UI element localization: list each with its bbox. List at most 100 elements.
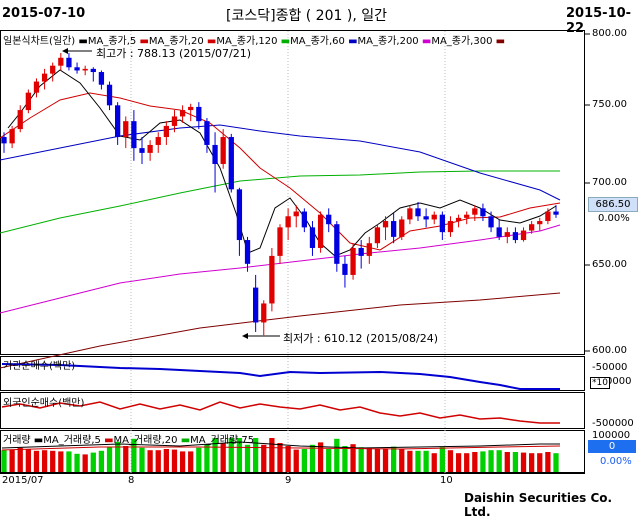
candle-body (358, 247, 364, 256)
volume-bar (488, 450, 494, 472)
ma-60-line (0, 170, 560, 234)
volume-bar (358, 447, 364, 472)
volume-bar (123, 446, 129, 472)
volume-bar (155, 450, 161, 472)
volume-value-tag: 0 (588, 440, 636, 453)
candle-body (163, 125, 169, 138)
scale-badge: *10 (590, 377, 610, 389)
legend-marker-extra: ▬ (495, 36, 506, 47)
institution-tick: -50000 (592, 362, 628, 373)
volume-bar (220, 443, 226, 472)
volume-bar (529, 453, 535, 472)
volume-bar (366, 447, 372, 472)
volume-bar (269, 438, 275, 472)
candle-body (204, 121, 210, 145)
legend-vol75: MA_거래량,75 (190, 435, 255, 446)
volume-bar (228, 438, 234, 472)
legend-ma5: MA_종가,5 (87, 36, 137, 47)
legend-marker-ma120: ▬ (206, 36, 217, 47)
volume-bar (464, 453, 470, 472)
price-change-pct: 0.00% (598, 213, 630, 224)
candle-body (212, 144, 218, 164)
candle-body (326, 214, 332, 225)
volume-bar (407, 450, 413, 472)
start-date: 2015-07-10 (2, 6, 86, 21)
volume-bar (504, 452, 510, 472)
volume-bar (66, 451, 72, 472)
volume-bar (236, 438, 243, 472)
legend-marker-ma200: ▬ (348, 36, 358, 47)
high-annotation-text: 최고가 : 788.13 (2015/07/21) (96, 47, 252, 60)
y-tick-label: 750.00 (592, 99, 627, 110)
volume-bar (9, 449, 15, 472)
candle-body (74, 67, 80, 71)
low-annotation-text: 최저가 : 610.12 (2015/08/24) (283, 332, 439, 345)
foreign-label: 외국인순매수(백만) (3, 398, 85, 409)
legend-marker-vol20: ▬ (104, 435, 114, 446)
volume-bar (179, 451, 186, 472)
volume-bar (244, 444, 251, 472)
volume-bar (1, 450, 7, 472)
candle-body (350, 247, 356, 275)
volume-bar (301, 449, 307, 472)
volume-bar (277, 443, 283, 472)
candle-body (334, 224, 340, 264)
candle-body (391, 221, 397, 237)
candle-body (9, 129, 15, 144)
institution-panel-frame (0, 356, 585, 391)
volume-bar (285, 446, 291, 472)
candle-body (17, 110, 23, 130)
candle-body (139, 148, 145, 153)
candle-body (277, 227, 283, 256)
x-tick-label: 9 (285, 475, 292, 486)
candle-body (504, 232, 510, 237)
volume-ma-20-line (1, 445, 561, 451)
volume-bar (171, 449, 178, 472)
candle-body (415, 208, 421, 217)
volume-ma-line (1, 441, 560, 449)
volume-bar (439, 447, 445, 472)
candle-body (66, 57, 72, 68)
candle-body (188, 106, 194, 111)
candle-body (407, 208, 413, 220)
volume-bar (33, 450, 40, 472)
x-tick-label: 8 (128, 475, 135, 486)
candle-body (431, 214, 437, 220)
ma-20-line (0, 92, 561, 251)
legend-title: 일본식차트(일간) (3, 36, 76, 47)
low-arrow-head (242, 333, 248, 339)
candle-body (488, 216, 494, 228)
x-tick-label: 2015/07 (2, 475, 44, 486)
legend-ma120: MA_종가,120 (216, 36, 278, 47)
volume-bar (334, 438, 340, 472)
candle-body (261, 303, 267, 323)
candle-body (301, 211, 307, 228)
candle-body (496, 227, 502, 237)
volume-bar (309, 444, 316, 472)
volume-legend: 거래량 ▬MA_거래량,5 ▬MA_거래량,20 ▬MA_거래량,75 (3, 431, 254, 446)
candle-body (123, 121, 129, 138)
volume-bar (106, 447, 113, 472)
ma-long-maroon-line (0, 292, 561, 369)
candlestick-series (1, 53, 559, 336)
foreign-tick: -500000 (592, 418, 634, 429)
candle-body (253, 287, 259, 323)
volume-bar (447, 450, 454, 472)
legend-marker-vol75: ▬ (180, 435, 191, 446)
y-tick-label: 700.00 (592, 177, 627, 188)
candle-body (529, 224, 535, 231)
candle-body (236, 189, 243, 241)
legend-marker-ma20: ▬ (139, 36, 149, 47)
legend-marker-ma300: ▬ (421, 36, 432, 47)
institution-line (1, 363, 560, 390)
candle-body (423, 216, 429, 220)
volume-bar (90, 452, 96, 472)
legend-ma200: MA_종가,200 (357, 36, 419, 47)
chart-canvas (0, 30, 590, 474)
y-tick-label: 800.00 (592, 28, 627, 39)
volume-bar (58, 451, 64, 472)
main-legend: 일본식차트(일간) ▬MA_종가,5 ▬MA_종가,20 ▬MA_종가,120 … (3, 32, 505, 47)
x-tick-label: 10 (440, 475, 453, 486)
candle-body (309, 227, 316, 248)
volume-bar (147, 450, 153, 472)
